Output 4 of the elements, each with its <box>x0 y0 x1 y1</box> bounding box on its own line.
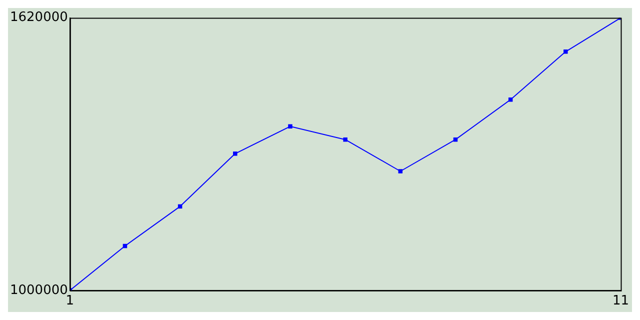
y-tick-label: 1620000 <box>10 10 68 26</box>
x-tick-label: 1 <box>66 294 74 309</box>
y-tick-label: 1000000 <box>10 282 68 298</box>
x-tick-label: 11 <box>612 294 629 309</box>
